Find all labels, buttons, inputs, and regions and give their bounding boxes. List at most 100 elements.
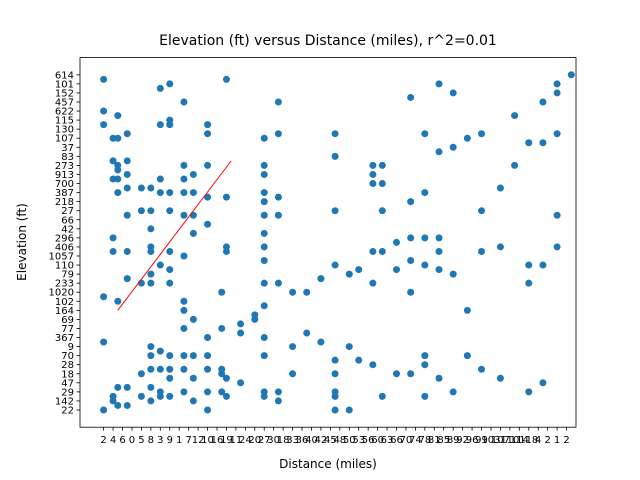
y-tick-label: 296 <box>55 233 74 244</box>
point <box>147 184 155 192</box>
point <box>463 306 471 314</box>
y-tick-label: 107 <box>55 134 74 145</box>
point <box>189 229 197 237</box>
point <box>435 374 443 382</box>
point <box>166 352 174 360</box>
point <box>166 374 174 382</box>
point <box>274 211 282 219</box>
point <box>189 374 197 382</box>
point <box>392 238 400 246</box>
point <box>435 234 443 242</box>
point <box>260 229 268 237</box>
x-tick-label: 33 <box>286 435 299 446</box>
point <box>204 130 212 138</box>
point <box>123 130 131 138</box>
point <box>237 329 245 337</box>
y-axis-label: Elevation (ft) <box>15 203 29 281</box>
point <box>114 401 122 409</box>
point <box>449 143 457 151</box>
x-tick-label: 66 <box>390 435 403 446</box>
point <box>137 207 145 215</box>
point <box>435 247 443 255</box>
point <box>449 388 457 396</box>
point <box>369 180 377 188</box>
point <box>156 121 164 129</box>
x-tick-label: 20 <box>248 435 261 446</box>
point <box>525 388 533 396</box>
chart-title: Elevation (ft) versus Distance (miles), … <box>159 33 497 49</box>
y-tick-label: 37 <box>61 143 74 154</box>
y-tick-label: 913 <box>55 170 74 181</box>
point <box>166 207 174 215</box>
y-tick-label: 387 <box>55 188 74 199</box>
point <box>260 189 268 197</box>
point <box>478 247 486 255</box>
point <box>166 247 174 255</box>
point <box>407 198 415 206</box>
y-tick-label: 218 <box>55 197 74 208</box>
point <box>345 406 353 414</box>
x-tick-label: 36 <box>296 435 309 446</box>
x-tick-label: 30 <box>267 435 280 446</box>
point <box>496 243 504 251</box>
point <box>553 130 561 138</box>
point <box>511 161 519 169</box>
y-tick-label: 152 <box>55 88 74 99</box>
point <box>260 392 268 400</box>
point <box>392 370 400 378</box>
point <box>303 329 311 337</box>
point <box>378 392 386 400</box>
point <box>289 343 297 351</box>
y-tick-label: 700 <box>55 179 74 190</box>
point <box>435 80 443 88</box>
point <box>166 279 174 287</box>
x-tick-label: 10 <box>201 435 214 446</box>
point <box>421 189 429 197</box>
y-tick-label: 77 <box>61 324 74 335</box>
point <box>218 288 226 296</box>
point <box>378 161 386 169</box>
point <box>421 234 429 242</box>
point <box>114 189 122 197</box>
y-tick-label: 110 <box>55 261 74 272</box>
point <box>189 352 197 360</box>
point <box>156 189 164 197</box>
x-tick-label: 53 <box>352 435 365 446</box>
point <box>345 270 353 278</box>
x-tick-label: 63 <box>381 435 394 446</box>
point <box>123 157 131 165</box>
point <box>100 406 108 414</box>
point <box>331 370 339 378</box>
y-tick-label: 83 <box>61 152 74 163</box>
x-tick-label: 24 <box>239 435 252 446</box>
x-tick-label: 18 <box>277 435 290 446</box>
point <box>355 356 363 364</box>
point <box>204 121 212 129</box>
x-tick-label: 7 <box>185 435 191 446</box>
point <box>260 352 268 360</box>
point <box>317 338 325 346</box>
plot-frame <box>79 57 577 428</box>
y-tick-label: 406 <box>55 242 74 253</box>
point <box>222 247 230 255</box>
y-tick-label: 22 <box>61 405 74 416</box>
point <box>274 98 282 106</box>
point <box>260 243 268 251</box>
y-tick-label: 614 <box>55 70 74 81</box>
y-tick-label: 29 <box>61 387 74 398</box>
point <box>123 275 131 283</box>
point <box>274 388 282 396</box>
x-tick-label: 78 <box>418 435 431 446</box>
point <box>407 234 415 242</box>
y-tick-label: 233 <box>55 279 74 290</box>
point <box>166 365 174 373</box>
x-tick-label: 89 <box>447 435 460 446</box>
point <box>331 207 339 215</box>
point <box>369 161 377 169</box>
y-tick-label: 1020 <box>49 288 74 299</box>
x-tick-label: 9 <box>167 435 173 446</box>
point <box>109 247 117 255</box>
point <box>435 148 443 156</box>
x-tick-label: 81 <box>428 435 441 446</box>
